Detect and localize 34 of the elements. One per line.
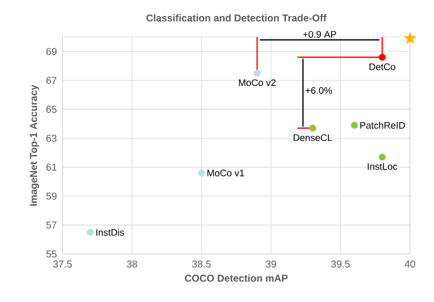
- x-tick-label: 37.5: [53, 260, 72, 268]
- point: [254, 70, 261, 77]
- chart-title: Classification and Detection Trade-Off: [146, 14, 327, 22]
- y-tick-label: 55: [46, 250, 57, 258]
- annotation: InstDis: [96, 228, 124, 236]
- y-tick-label: 67: [46, 76, 56, 84]
- annotation: +0.9 AP: [303, 30, 336, 38]
- x-tick-label: 38.5: [192, 260, 211, 268]
- x-tick-label: 38: [126, 260, 138, 268]
- y-tick-label: 69: [46, 48, 57, 55]
- point: [309, 124, 316, 132]
- y-tick-label: 57: [46, 222, 56, 229]
- annotation: DenseCL: [294, 134, 332, 142]
- annotation: PatchReID: [360, 122, 405, 129]
- point: [350, 122, 358, 129]
- y-axis-title: ImageNet Top-1 Accuracy: [30, 84, 40, 206]
- point: [378, 154, 386, 161]
- y-tick-label: 59: [46, 192, 57, 200]
- y-tick-label: 65: [46, 106, 57, 113]
- point: [378, 54, 386, 61]
- x-axis-title: COCO Detection mAP: [184, 274, 288, 282]
- annotation: MoCo v2: [238, 79, 276, 86]
- x-tick-label: 39.5: [331, 260, 350, 268]
- x-tick-label: 39: [266, 260, 276, 268]
- annotation: DetCo: [370, 63, 396, 70]
- y-tick-label: 63: [46, 134, 57, 142]
- annotation: +6.0%: [306, 87, 332, 94]
- point: [86, 228, 94, 236]
- annotation: InstLoc: [368, 163, 398, 170]
- point: [403, 31, 417, 44]
- x-tick-label: 40: [404, 260, 416, 268]
- y-tick-label: 61: [46, 164, 57, 171]
- annotation: MoCo v1: [207, 170, 244, 176]
- point: [198, 169, 205, 176]
